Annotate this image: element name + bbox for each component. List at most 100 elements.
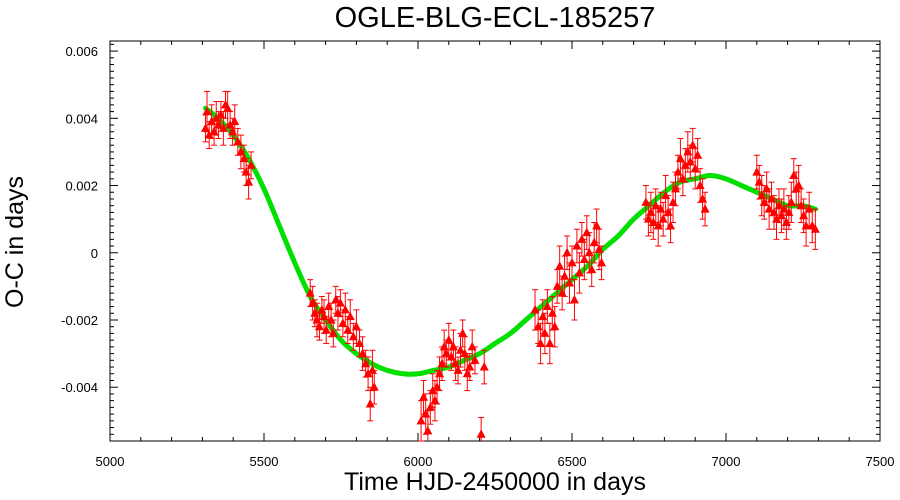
x-tick-label: 7000 (712, 454, 741, 469)
y-tick-label: 0.006 (65, 44, 98, 59)
data-marker (365, 399, 375, 408)
data-point (465, 353, 475, 381)
data-point (314, 312, 324, 341)
data-point (597, 245, 607, 281)
data-marker (465, 362, 475, 371)
data-marker (670, 183, 680, 193)
y-tick-label: 0.002 (65, 179, 98, 194)
data-marker (363, 368, 373, 378)
data-marker (698, 193, 708, 203)
data-marker (695, 180, 705, 190)
data-point (555, 245, 565, 287)
data-marker (540, 328, 550, 337)
data-marker (423, 425, 433, 435)
data-point (700, 191, 710, 227)
data-point (550, 306, 560, 348)
x-tick-label: 6500 (558, 454, 587, 469)
data-point (479, 349, 489, 385)
data-marker (597, 257, 607, 267)
data-marker (467, 341, 477, 351)
data-point (804, 191, 814, 227)
data-marker (555, 261, 565, 270)
data-marker (338, 318, 348, 327)
data-marker (200, 123, 210, 132)
data-marker (550, 321, 560, 331)
data-marker (688, 140, 698, 149)
data-marker (668, 197, 678, 206)
data-marker (536, 338, 546, 348)
data-marker (592, 220, 602, 230)
data-marker (752, 167, 762, 176)
fit-curve (202, 105, 818, 377)
data-point (562, 235, 572, 271)
data-marker (754, 177, 764, 186)
data-marker (453, 365, 463, 374)
data-marker (560, 271, 570, 280)
data-marker (444, 335, 454, 344)
data-marker (236, 146, 246, 156)
x-tick-label: 5000 (96, 454, 125, 469)
y-tick-label: 0 (91, 246, 98, 261)
data-marker (425, 402, 435, 411)
y-axis-ticks: 0.006 0.004 0.002 0 -0.002 -0.004 (61, 44, 880, 395)
data-point (369, 369, 379, 405)
data-marker (801, 220, 811, 230)
data-marker (794, 180, 804, 190)
data-marker (641, 197, 651, 206)
data-point (340, 292, 350, 328)
data-point (246, 151, 256, 180)
data-marker (340, 304, 350, 314)
data-marker (416, 415, 426, 425)
data-marker (562, 247, 572, 257)
data-marker (589, 237, 599, 247)
data-point (536, 322, 546, 365)
plot-frame (109, 40, 881, 442)
data-marker (335, 298, 345, 307)
data-marker (582, 227, 592, 237)
data-marker (700, 204, 710, 213)
y-tick-label: -0.002 (61, 313, 98, 328)
data-marker (648, 217, 658, 227)
data-point (579, 238, 589, 281)
data-point (540, 312, 550, 355)
data-marker (587, 264, 597, 274)
x-axis-label: Time HJD-2450000 in days (344, 468, 646, 496)
data-marker (666, 220, 676, 230)
data-marker (658, 214, 668, 223)
data-marker (653, 220, 663, 230)
data-points-group (200, 90, 820, 442)
data-marker (565, 278, 575, 287)
data-point (470, 346, 480, 375)
x-axis-ticks: 5000 5500 6000 6500 7000 7500 (96, 41, 894, 469)
data-marker (693, 150, 703, 159)
data-marker (432, 382, 442, 391)
data-marker (358, 348, 368, 358)
data-marker (545, 338, 555, 348)
data-marker (345, 311, 355, 321)
data-marker (244, 177, 254, 186)
data-marker (354, 338, 364, 348)
data-marker (470, 355, 480, 364)
data-point (335, 289, 345, 318)
data-marker (675, 153, 685, 163)
data-point (592, 208, 602, 244)
data-point (458, 319, 468, 348)
data-marker (218, 123, 228, 132)
y-tick-label: 0.004 (65, 111, 98, 126)
data-marker (574, 267, 584, 277)
data-point (236, 134, 246, 170)
data-marker (476, 429, 486, 438)
chart-title: OGLE-BLG-ECL-185257 (334, 2, 656, 34)
data-marker (569, 294, 579, 304)
x-tick-label: 6000 (404, 454, 433, 469)
minor-ticks (110, 41, 880, 442)
data-marker (351, 321, 361, 331)
data-marker (579, 254, 589, 263)
data-marker (572, 241, 582, 250)
data-point (587, 252, 597, 287)
data-marker (685, 157, 695, 166)
data-marker (230, 116, 240, 126)
data-point (675, 137, 685, 180)
data-point (345, 299, 355, 334)
data-point (328, 319, 338, 348)
